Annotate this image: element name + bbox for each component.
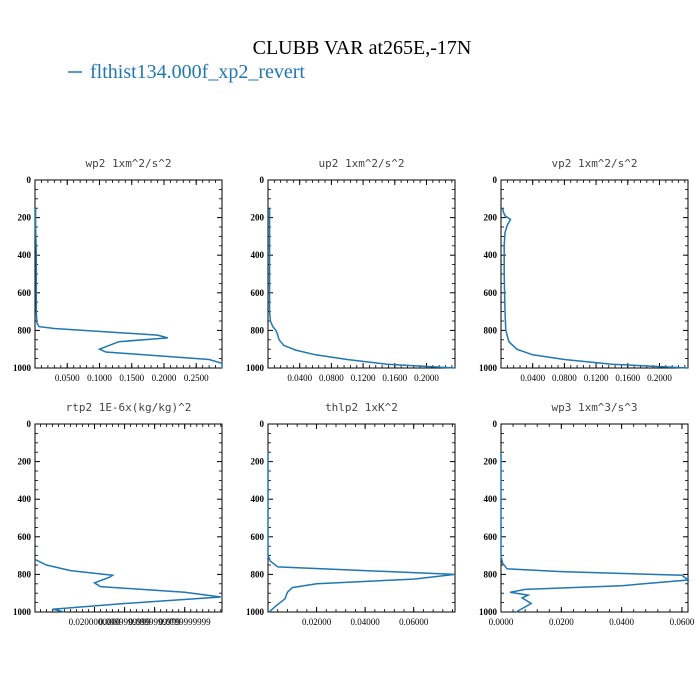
series-line	[267, 452, 456, 613]
plot-frame	[267, 423, 456, 613]
panel-title: thlp2 1xK^2	[325, 401, 398, 414]
x-tick-label: 0.2000	[414, 373, 439, 383]
y-tick-label: 200	[18, 213, 32, 223]
panel-title: up2 1xm^2/s^2	[318, 157, 404, 170]
y-tick-label: 400	[484, 250, 498, 260]
y-tick-label: 1000	[479, 607, 498, 617]
y-tick-label: 800	[18, 569, 32, 579]
series-line	[34, 208, 223, 368]
panel-title: wp2 1xm^2/s^2	[85, 157, 171, 170]
panel-2: up2 1xm^2/s^2 0 200 400 600 800 1000 0.0400 0.08…	[246, 157, 456, 383]
y-tick-label: 200	[484, 213, 498, 223]
panel-4: rtp2 1E-6x(kg/kg)^2 0 200 400 600 800 1000 0.02…	[13, 401, 223, 627]
x-tick-label: 0.0400	[287, 373, 312, 383]
y-tick-label: 400	[484, 494, 498, 504]
x-tick-label: 0.1200	[351, 373, 376, 383]
series-line	[501, 208, 689, 369]
x-tick-label: 0.02000	[302, 617, 332, 627]
panel-title: vp2 1xm^2/s^2	[551, 157, 637, 170]
y-tick-label: 600	[484, 288, 498, 298]
panel-5: thlp2 1xK^2 0 200 400 600 800 1000 0.02000 0.040…	[246, 401, 456, 627]
y-tick-label: 0	[493, 175, 498, 185]
y-tick-label: 200	[484, 457, 498, 467]
y-tick-label: 600	[18, 532, 32, 542]
y-tick-label: 1000	[13, 363, 32, 373]
y-tick-label: 0	[493, 419, 498, 429]
y-tick-label: 400	[18, 250, 32, 260]
figure-title: CLUBB VAR at265E,-17N	[253, 37, 472, 59]
x-tick-label: 0.2000	[152, 373, 177, 383]
plot-frame	[34, 423, 223, 613]
x-tick-label: 0.1000	[87, 373, 112, 383]
x-tick-label: 0.2500	[184, 373, 209, 383]
plot-frame	[267, 179, 456, 369]
y-tick-label: 1000	[479, 363, 498, 373]
y-tick-label: 400	[18, 494, 32, 504]
x-tick-label: 0.0800	[552, 373, 577, 383]
x-tick-label: 0.1600	[615, 373, 640, 383]
y-tick-label: 800	[484, 325, 498, 335]
x-tick-label: 0.0500	[55, 373, 80, 383]
x-tick-label: 0.0999999999	[99, 617, 151, 627]
y-tick-label: 600	[251, 288, 265, 298]
plot-frame	[500, 423, 689, 613]
x-tick-label: 0.2000	[647, 373, 672, 383]
y-tick-label: 600	[251, 532, 265, 542]
y-tick-label: 0	[27, 419, 32, 429]
x-tick-label: 0.0400	[609, 617, 634, 627]
y-tick-label: 200	[251, 213, 265, 223]
series-line	[34, 558, 221, 613]
panel-title: wp3 1xm^3/s^3	[551, 401, 637, 414]
series-line	[268, 208, 456, 369]
y-tick-label: 800	[251, 569, 265, 579]
x-tick-label: 0.1200	[584, 373, 609, 383]
plot-frame	[34, 179, 223, 369]
x-tick-label: 0.1600	[382, 373, 407, 383]
y-tick-label: 600	[18, 288, 32, 298]
plot-frame	[500, 179, 689, 369]
y-tick-label: 1000	[13, 607, 32, 617]
x-tick-label: 0.0400	[520, 373, 545, 383]
y-tick-label: 1000	[246, 607, 265, 617]
legend: flthist134.000f_xp2_revert	[68, 61, 305, 83]
x-tick-label: 0.06000	[399, 617, 429, 627]
y-tick-label: 0	[27, 175, 32, 185]
x-tick-label: 0.04000	[351, 617, 381, 627]
y-tick-label: 600	[484, 532, 498, 542]
y-tick-label: 200	[251, 457, 265, 467]
y-tick-label: 0	[260, 419, 265, 429]
x-tick-label: 0.0000	[489, 617, 514, 627]
y-tick-label: 800	[251, 325, 265, 335]
x-tick-label: 0.0200000000	[69, 617, 121, 627]
y-tick-label: 0	[260, 175, 265, 185]
y-tick-label: 1000	[246, 363, 265, 373]
x-tick-label: 0.0200	[549, 617, 574, 627]
x-tick-label: 0.0600	[670, 617, 695, 627]
legend-label: flthist134.000f_xp2_revert	[90, 61, 305, 83]
series-line	[500, 452, 690, 613]
y-tick-label: 800	[484, 569, 498, 579]
y-tick-label: 800	[18, 325, 32, 335]
x-tick-label: 0.0800	[319, 373, 344, 383]
x-tick-label: 0.0799999999	[159, 617, 211, 627]
x-tick-label: 0.1500	[119, 373, 144, 383]
panel-3: vp2 1xm^2/s^2 0 200 400 600 800 1000 0.0400 0.08…	[479, 157, 689, 383]
panel-title: rtp2 1E-6x(kg/kg)^2	[66, 401, 192, 414]
panels: wp2 1xm^2/s^2 0 200 400 600 800 1000 0.0500 0.10…	[13, 157, 695, 627]
y-tick-label: 400	[251, 250, 265, 260]
y-tick-label: 400	[251, 494, 265, 504]
x-tick-label: 0.0999999999	[129, 617, 181, 627]
y-tick-label: 200	[18, 457, 32, 467]
panel-1: wp2 1xm^2/s^2 0 200 400 600 800 1000 0.0500 0.10…	[13, 157, 223, 383]
